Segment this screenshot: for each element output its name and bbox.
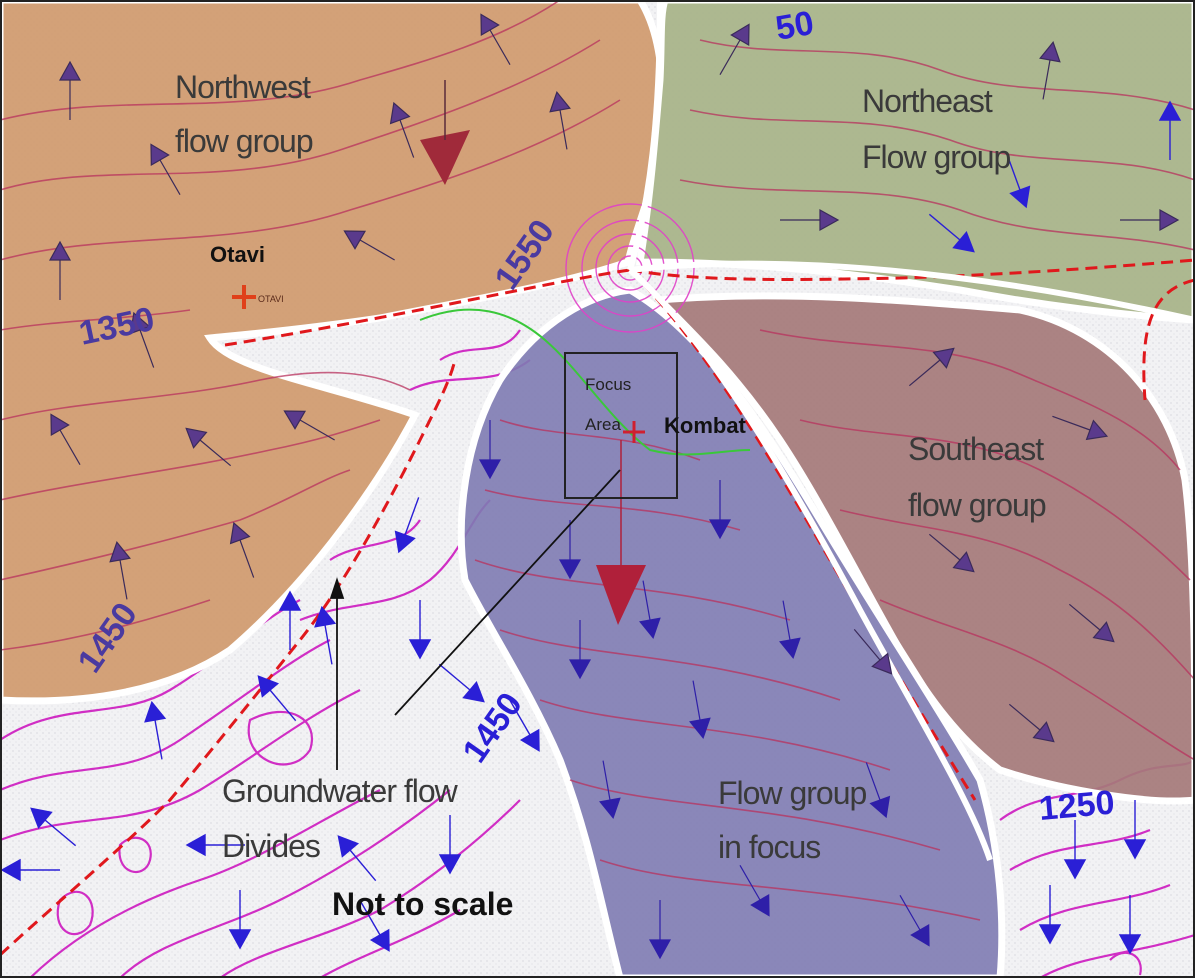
focus-group-label-1: Flow group	[718, 775, 867, 811]
southeast-label-2: flow group	[908, 487, 1046, 523]
flow-boundaries	[627, 0, 1195, 861]
northwest-label-2: flow group	[175, 123, 313, 159]
otavi-marker: OTAVI	[232, 285, 284, 309]
southeast-label-1: Southeast	[908, 431, 1044, 467]
otavi-marker-text: OTAVI	[258, 294, 284, 304]
scale-note: Not to scale	[332, 886, 513, 922]
divides-label-1: Groundwater flow	[222, 773, 459, 809]
green-contour	[419, 308, 751, 456]
region-contours	[0, 0, 1195, 921]
focus-area-label-1: Focus	[585, 375, 631, 394]
focus-area-label-2: Area	[585, 415, 621, 434]
contour-label-1250: 1250	[1037, 784, 1116, 828]
kombat-label: Kombat	[664, 413, 747, 438]
divides-leader-lines	[329, 469, 621, 770]
flow-arrows-blue	[0, 100, 1182, 955]
northwest-label-1: Northwest	[175, 69, 311, 105]
large-flow-arrow-south	[596, 565, 646, 625]
otavi-label: Otavi	[210, 242, 265, 267]
northeast-label-1: Northeast	[862, 83, 993, 119]
northeast-label-2: Flow group	[862, 139, 1011, 175]
flow-arrows-purple	[48, 13, 1180, 743]
contour-label-partial-top: 50	[773, 4, 817, 48]
focus-area-box	[564, 352, 678, 499]
flow-arrows-focus	[478, 420, 930, 960]
kombat-marker	[623, 421, 645, 443]
large-flow-arrow-north	[420, 130, 470, 185]
divides-label-2: Divides	[222, 828, 320, 864]
focus-flow-group-region	[457, 286, 1006, 978]
focus-group-label-2: in focus	[718, 829, 820, 865]
